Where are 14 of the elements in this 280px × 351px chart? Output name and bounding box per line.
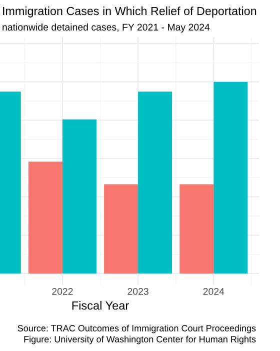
bar (214, 82, 248, 274)
x-axis-title: Fiscal Year (72, 301, 129, 310)
chart-title: Immigration Cases in Which Relief of Deportation (3, 6, 256, 18)
chart-subtitle: nationwide detained cases, FY 2021 - May 2024 (2, 23, 210, 33)
x-tick-label: 2023 (128, 288, 148, 295)
bar (180, 184, 214, 274)
bar (104, 184, 138, 274)
x-tick-label: 2022 (52, 288, 73, 295)
bar (28, 162, 62, 274)
bar (62, 119, 96, 274)
text: Figure: University of Washington Center for Human Rights (24, 336, 256, 344)
source-note: Source: TRAC Outcomes of Immigration Court Proceedings (18, 324, 256, 334)
bar (138, 92, 172, 274)
x-tick-label: 2024 (203, 288, 224, 295)
